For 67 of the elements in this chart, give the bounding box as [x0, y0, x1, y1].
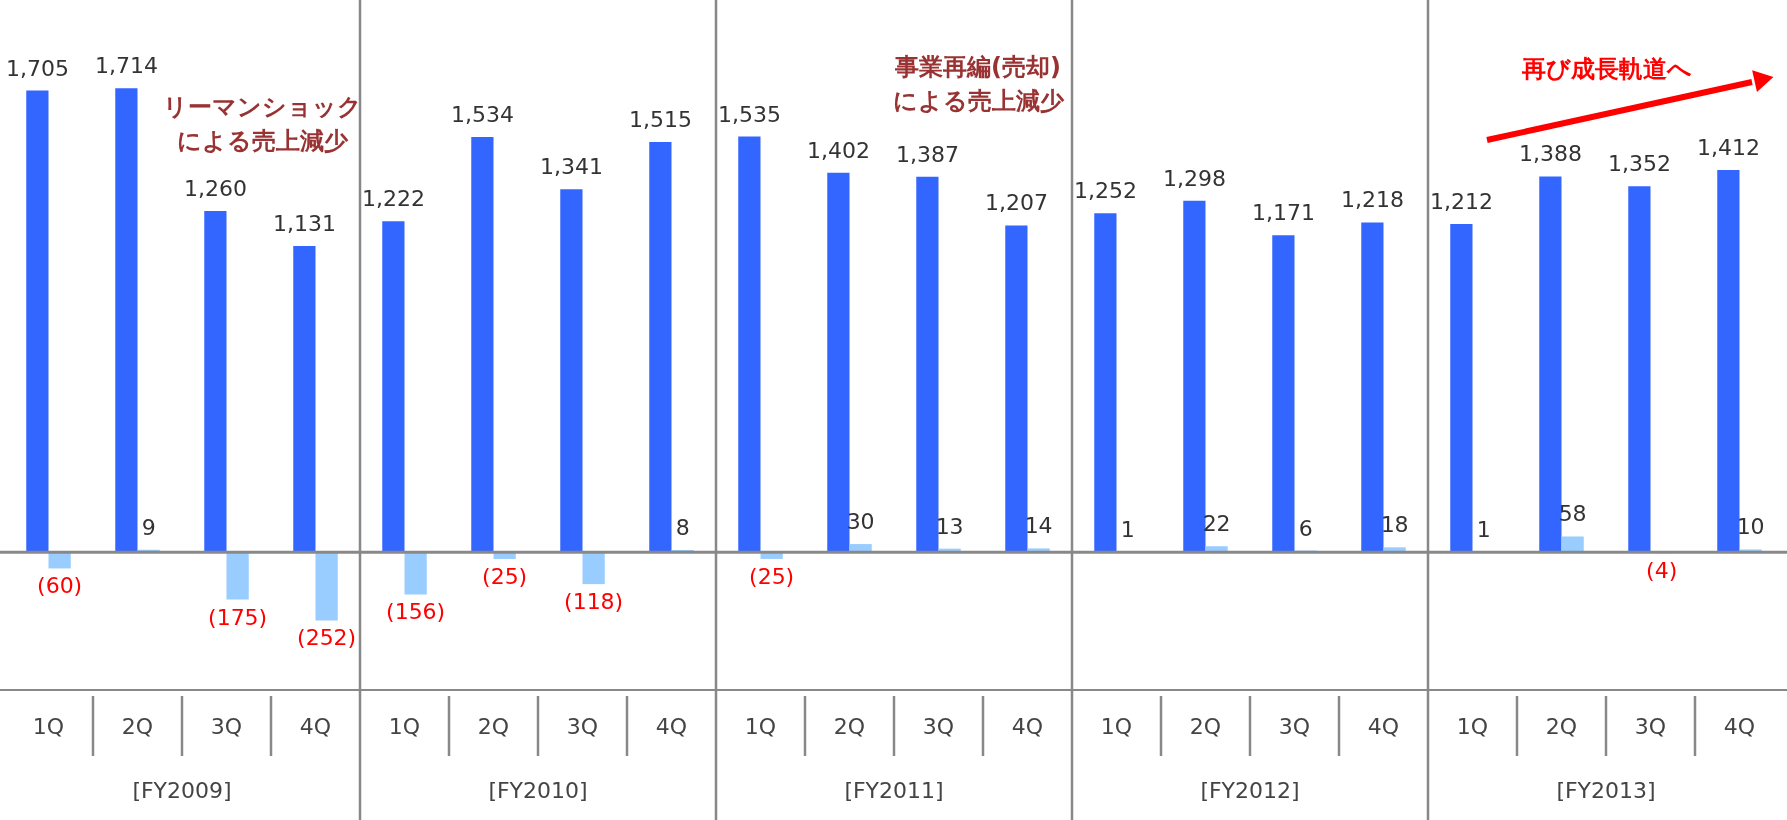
data-label: 8: [675, 515, 690, 541]
x-tick-label: 2Q: [833, 714, 866, 739]
data-label: 1,515: [628, 107, 692, 133]
x-tick-label: 3Q: [1278, 714, 1311, 739]
text: [FY2010]: [488, 778, 588, 803]
data-label: (252): [297, 625, 357, 651]
text: [FY2011]: [844, 778, 944, 803]
data-label: 1,714: [94, 53, 158, 79]
x-tick-label: 4Q: [1011, 714, 1044, 739]
data-label: 6: [1298, 515, 1313, 541]
data-label: 10: [1736, 514, 1765, 540]
data-label: 1,298: [1162, 165, 1226, 191]
data-label: 1,260: [183, 176, 247, 202]
data-label: 1,412: [1696, 134, 1760, 160]
x-tick-label: 2Q: [1545, 714, 1578, 739]
data-label: 14: [1024, 513, 1053, 539]
x-tick-label: 4Q: [299, 714, 332, 739]
data-label: 18: [1380, 512, 1409, 538]
annotation: による売上減少: [176, 127, 349, 155]
annotation: による売上減少: [892, 87, 1065, 115]
data-label: 1,535: [717, 101, 781, 127]
data-label: (4): [1646, 558, 1678, 584]
data-label: 1,131: [272, 211, 336, 236]
data-label: (25): [482, 563, 528, 589]
text: 事業再編(売却): [894, 53, 1061, 81]
data-label: 1,705: [5, 55, 69, 81]
data-label: 1,388: [1518, 141, 1582, 167]
x-tick-label: 3Q: [922, 714, 955, 739]
x-tick-label: 4Q: [655, 714, 688, 739]
data-label: (156): [386, 599, 446, 625]
data-label: 1,352: [1607, 151, 1671, 177]
data-label: 1: [1476, 516, 1491, 542]
text: 再び成長軌道へ: [1521, 55, 1692, 83]
annotation: リーマンショック: [162, 93, 362, 121]
x-tick-label: 1Q: [1100, 714, 1133, 739]
x-tick-label: 3Q: [1634, 714, 1667, 739]
data-label: 1,222: [361, 186, 425, 212]
x-tick-label: 2Q: [121, 714, 154, 739]
data-label: 1,171: [1251, 200, 1315, 226]
data-label: (25): [749, 563, 795, 589]
data-label: 13: [935, 513, 964, 539]
data-label: 1,207: [984, 190, 1048, 216]
data-label: 9: [141, 514, 156, 540]
text: [FY2009]: [132, 778, 232, 803]
x-tick-label: 3Q: [566, 714, 599, 739]
data-label: 1: [1120, 516, 1135, 542]
x-tick-label: 1Q: [744, 714, 777, 739]
data-label: 1,402: [806, 137, 870, 163]
x-tick-label: 4Q: [1367, 714, 1400, 739]
x-tick-label: 1Q: [32, 714, 65, 739]
data-label: 1,252: [1073, 178, 1137, 204]
x-tick-label: 4Q: [1723, 714, 1756, 739]
data-label: (175): [208, 604, 268, 630]
x-tick-label: 1Q: [1456, 714, 1489, 739]
x-tick-label: 2Q: [477, 714, 510, 739]
x-tick-label: 1Q: [388, 714, 421, 739]
x-tick-label: 2Q: [1189, 714, 1222, 739]
data-label: 1,534: [450, 101, 514, 127]
data-label: (60): [37, 573, 83, 599]
data-label: 1,341: [539, 154, 603, 180]
x-tick-label: 3Q: [210, 714, 243, 739]
data-label: (118): [564, 589, 624, 615]
data-label: 1,387: [895, 141, 959, 167]
text: [FY2012]: [1200, 778, 1300, 803]
data-label: 1,212: [1429, 189, 1493, 215]
text: [FY2013]: [1556, 778, 1656, 803]
data-label: 1,218: [1340, 187, 1404, 213]
